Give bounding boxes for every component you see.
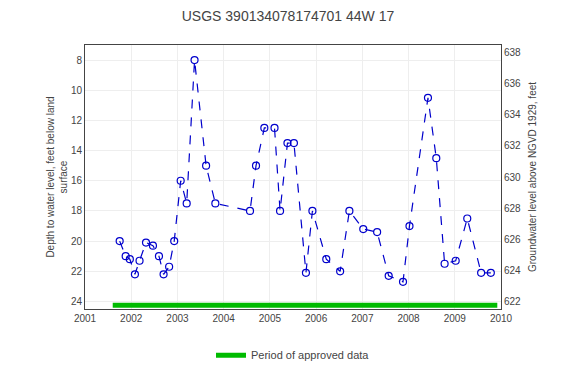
- svg-text:14: 14: [71, 145, 83, 156]
- svg-text:632: 632: [504, 140, 521, 151]
- svg-text:622: 622: [504, 296, 521, 307]
- svg-text:624: 624: [504, 265, 521, 276]
- svg-text:634: 634: [504, 109, 521, 120]
- svg-text:10: 10: [71, 85, 83, 96]
- svg-text:Groundwater level above NGVD 1: Groundwater level above NGVD 1929, feet: [527, 82, 538, 272]
- svg-text:2004: 2004: [213, 313, 236, 324]
- svg-text:USGS 390134078174701 44W 17: USGS 390134078174701 44W 17: [182, 8, 395, 24]
- svg-text:626: 626: [504, 234, 521, 245]
- svg-text:2007: 2007: [351, 313, 374, 324]
- svg-text:638: 638: [504, 47, 521, 58]
- svg-text:2001: 2001: [74, 313, 97, 324]
- svg-text:2005: 2005: [259, 313, 282, 324]
- svg-text:16: 16: [71, 175, 83, 186]
- svg-text:8: 8: [76, 55, 82, 66]
- svg-text:628: 628: [504, 203, 521, 214]
- svg-text:22: 22: [71, 266, 83, 277]
- svg-text:2008: 2008: [397, 313, 420, 324]
- svg-text:12: 12: [71, 115, 83, 126]
- svg-text:Depth to water level, feet bel: Depth to water level, feet below landsur…: [45, 96, 69, 257]
- svg-text:Period of approved data: Period of approved data: [251, 349, 369, 361]
- svg-text:18: 18: [71, 205, 83, 216]
- svg-text:2009: 2009: [444, 313, 467, 324]
- svg-text:2006: 2006: [305, 313, 328, 324]
- svg-text:636: 636: [504, 78, 521, 89]
- svg-text:24: 24: [71, 296, 83, 307]
- svg-text:2003: 2003: [166, 313, 189, 324]
- svg-text:20: 20: [71, 236, 83, 247]
- svg-text:2010: 2010: [490, 313, 513, 324]
- svg-text:2002: 2002: [120, 313, 143, 324]
- svg-text:630: 630: [504, 172, 521, 183]
